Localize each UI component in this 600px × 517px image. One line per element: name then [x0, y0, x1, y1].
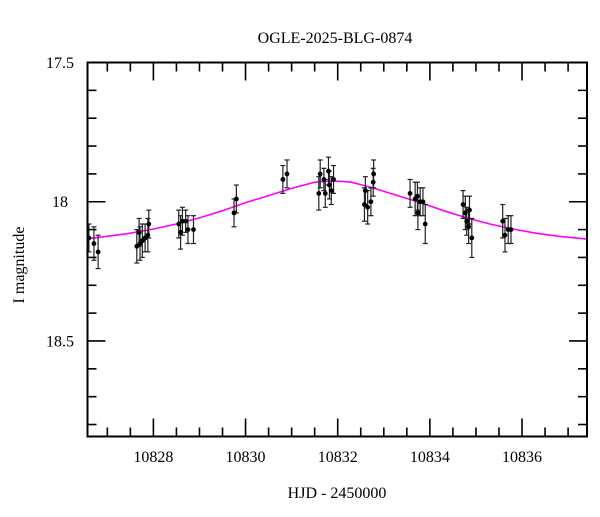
- data-point: [280, 177, 286, 182]
- data-point: [420, 199, 426, 205]
- x-tick-label: 10828: [133, 449, 173, 466]
- data-point: [331, 177, 336, 182]
- y-tick-label: 17.5: [46, 55, 74, 72]
- y-tick-label: 18.5: [46, 333, 74, 350]
- data-point: [464, 218, 470, 224]
- data-point: [183, 218, 189, 224]
- x-tick-label: 10836: [502, 449, 542, 466]
- data-point: [370, 179, 376, 185]
- plot-frame: [86, 61, 588, 438]
- data-point: [146, 221, 152, 227]
- y-tick-label: 18: [52, 194, 68, 211]
- x-tick-label: 10830: [226, 449, 266, 466]
- x-axis-label: HJD - 2450000: [288, 485, 387, 502]
- data-point: [176, 221, 182, 227]
- data-point: [415, 193, 420, 199]
- data-point: [231, 210, 237, 216]
- data-point: [284, 171, 290, 177]
- data-point: [469, 235, 475, 241]
- data-point: [322, 190, 328, 196]
- y-axis-label: I magnitude: [11, 227, 28, 304]
- x-tick-label: 10832: [318, 449, 358, 466]
- data-point: [191, 227, 196, 232]
- data-point: [362, 188, 368, 194]
- data-point: [362, 202, 367, 207]
- data-point: [368, 199, 374, 205]
- data-point: [466, 224, 471, 230]
- data-point: [407, 190, 413, 196]
- data-point: [91, 241, 97, 246]
- data-point: [508, 227, 514, 232]
- data-point: [326, 168, 331, 174]
- data-point: [95, 249, 101, 255]
- data-point: [321, 177, 327, 182]
- data-point: [233, 196, 239, 202]
- data-point: [467, 207, 472, 213]
- data-point: [134, 243, 140, 249]
- x-tick-label: 10834: [410, 449, 450, 466]
- data-point: [422, 221, 428, 227]
- data-point: [460, 202, 466, 207]
- data-point: [136, 229, 142, 235]
- data-point: [185, 227, 191, 232]
- plot-content: 10828 10830 10832 10834 10836 17.5 18 18.5: [46, 55, 588, 466]
- data-point: [371, 171, 377, 177]
- data-point: [145, 232, 151, 238]
- data-point: [500, 218, 506, 224]
- data-point: [316, 190, 322, 196]
- plot-title: OGLE-2025-BLG-0874: [258, 30, 413, 47]
- data-point: [415, 210, 421, 216]
- data-point: [365, 204, 371, 210]
- data-point: [502, 232, 508, 238]
- data-point: [178, 229, 183, 235]
- data-point: [327, 182, 332, 188]
- data-point: [462, 210, 468, 216]
- data-point: [328, 188, 334, 194]
- data-point: [317, 171, 323, 177]
